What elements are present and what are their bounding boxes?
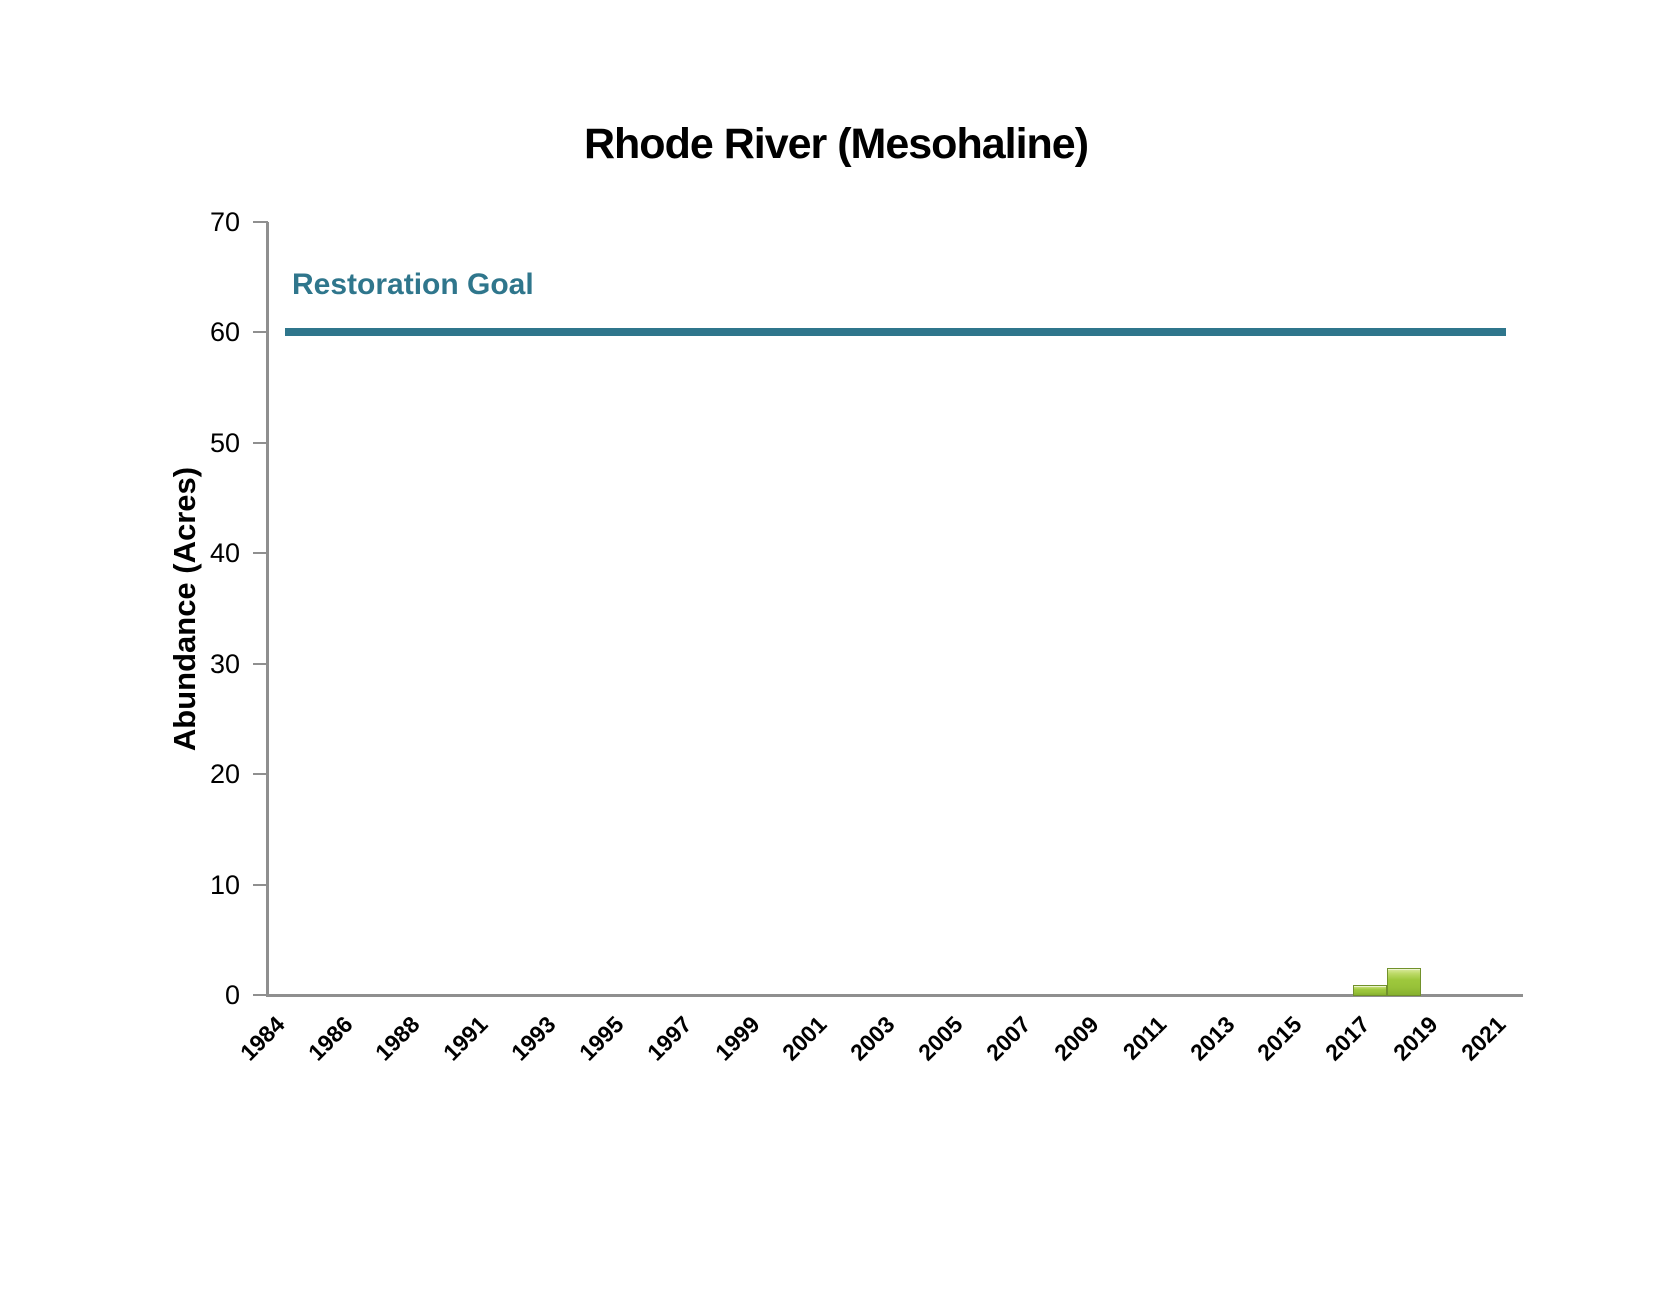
bar-2017 bbox=[1353, 984, 1388, 996]
y-tick-label: 70 bbox=[209, 207, 240, 237]
restoration-goal-line bbox=[284, 328, 1507, 337]
y-tick-mark bbox=[253, 662, 268, 665]
x-axis-line bbox=[266, 994, 1523, 997]
y-tick-label: 50 bbox=[209, 427, 240, 458]
y-tick-mark bbox=[253, 331, 268, 334]
y-axis-line bbox=[266, 222, 269, 997]
bar-2018 bbox=[1387, 968, 1422, 996]
x-tick-label: 1988 bbox=[370, 1011, 426, 1066]
x-tick-label: 2013 bbox=[1184, 1011, 1240, 1066]
x-tick-label: 1999 bbox=[709, 1011, 765, 1066]
x-tick-label: 1984 bbox=[234, 1011, 290, 1066]
x-tick-label: 1991 bbox=[438, 1011, 493, 1066]
y-tick-mark bbox=[253, 552, 268, 555]
y-axis-title: Abundance (Acres) bbox=[167, 466, 202, 751]
y-tick-label: 30 bbox=[209, 648, 240, 679]
x-tick-label: 2007 bbox=[980, 1011, 1036, 1066]
x-tick-label: 2005 bbox=[913, 1011, 968, 1066]
x-tick-label: 2011 bbox=[1117, 1011, 1172, 1065]
x-tick-label: 1995 bbox=[573, 1011, 629, 1066]
y-tick-label: 0 bbox=[224, 980, 240, 1010]
y-tick-mark bbox=[253, 773, 268, 776]
x-tick-label: 1993 bbox=[506, 1011, 561, 1066]
chart-title: Rhode River (Mesohaline) bbox=[583, 120, 1089, 168]
x-tick-label: 2001 bbox=[777, 1011, 833, 1066]
x-tick-label: 2019 bbox=[1388, 1011, 1443, 1066]
x-tick-label: 2015 bbox=[1252, 1011, 1307, 1066]
x-tick-label: 2021 bbox=[1455, 1011, 1511, 1066]
x-tick-label: 2009 bbox=[1048, 1011, 1104, 1066]
restoration-goal-label: Restoration Goal bbox=[292, 268, 534, 302]
y-tick-label: 20 bbox=[209, 759, 240, 790]
x-tick-label: 1997 bbox=[641, 1011, 697, 1066]
y-tick-label: 10 bbox=[209, 869, 240, 900]
y-tick-mark bbox=[253, 221, 268, 223]
x-tick-label: 2017 bbox=[1320, 1011, 1375, 1066]
y-tick-mark bbox=[253, 994, 268, 996]
x-tick-label: 2003 bbox=[845, 1011, 900, 1066]
x-tick-label: 1986 bbox=[302, 1011, 358, 1066]
y-tick-mark bbox=[253, 441, 268, 444]
y-tick-label: 40 bbox=[209, 538, 240, 569]
y-tick-label: 60 bbox=[209, 317, 240, 348]
y-tick-mark bbox=[253, 883, 268, 886]
